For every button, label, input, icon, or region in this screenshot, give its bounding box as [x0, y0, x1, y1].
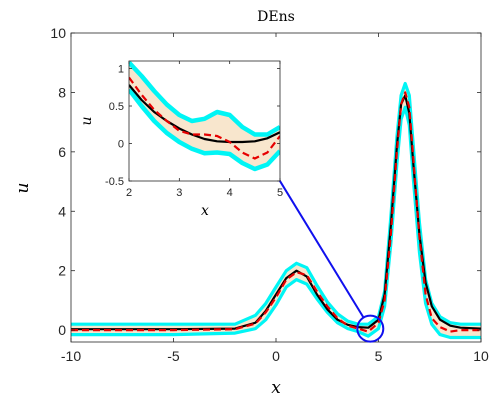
inset-x-tick-label: 5 — [277, 187, 283, 199]
inset-x-tick-label: 2 — [126, 187, 132, 199]
main-y-axis-label: u — [13, 183, 33, 194]
main-title: DEns — [257, 9, 295, 25]
main-x-tick-label: -5 — [167, 348, 180, 364]
zoom-arrow — [270, 166, 365, 319]
inset-y-tick-label: 1 — [118, 64, 124, 76]
main-x-tick-label: 10 — [473, 348, 489, 364]
main-x-tick-label: -10 — [61, 348, 81, 364]
inset-plot: 2 3 4 5 -0.5 0 0.5 1 x u — [79, 60, 283, 219]
inset-x-tick-label: 4 — [227, 187, 233, 199]
main-y-tick-label: 2 — [58, 263, 66, 279]
main-y-tick-label: 4 — [58, 203, 66, 219]
inset-band-upper-line — [129, 61, 280, 137]
main-y-tick-label: 6 — [58, 144, 66, 160]
inset-band-lower-line — [129, 88, 280, 172]
inset-y-tick-label: 0.5 — [109, 101, 124, 113]
main-mean-line — [71, 91, 481, 333]
inset-y-tick-label: 0 — [118, 139, 124, 151]
main-x-axis-label: x — [271, 378, 281, 398]
main-y-tick-label: 10 — [50, 25, 66, 41]
main-x-tick-label: 0 — [272, 348, 280, 364]
inset-curves — [129, 61, 280, 172]
inset-mean-line — [129, 76, 280, 160]
main-y-tick-label: 8 — [58, 84, 66, 100]
main-curves — [71, 81, 481, 340]
main-exact-line — [71, 94, 481, 331]
main-y-tick-label: 0 — [58, 322, 66, 338]
inset-exact-line — [129, 84, 280, 144]
inset-x-tick-label: 3 — [176, 187, 182, 199]
inset-ticks: 2 3 4 5 -0.5 0 0.5 1 — [105, 61, 283, 199]
inset-axes-frame — [128, 60, 281, 182]
main-band-lower-line — [71, 105, 481, 340]
inset-y-tick-label: -0.5 — [105, 176, 124, 188]
zoom-region-circle — [356, 314, 385, 343]
main-x-tick-label: 5 — [375, 348, 383, 364]
inset-y-axis-label: u — [79, 116, 95, 125]
inset-x-axis-label: x — [201, 203, 209, 219]
